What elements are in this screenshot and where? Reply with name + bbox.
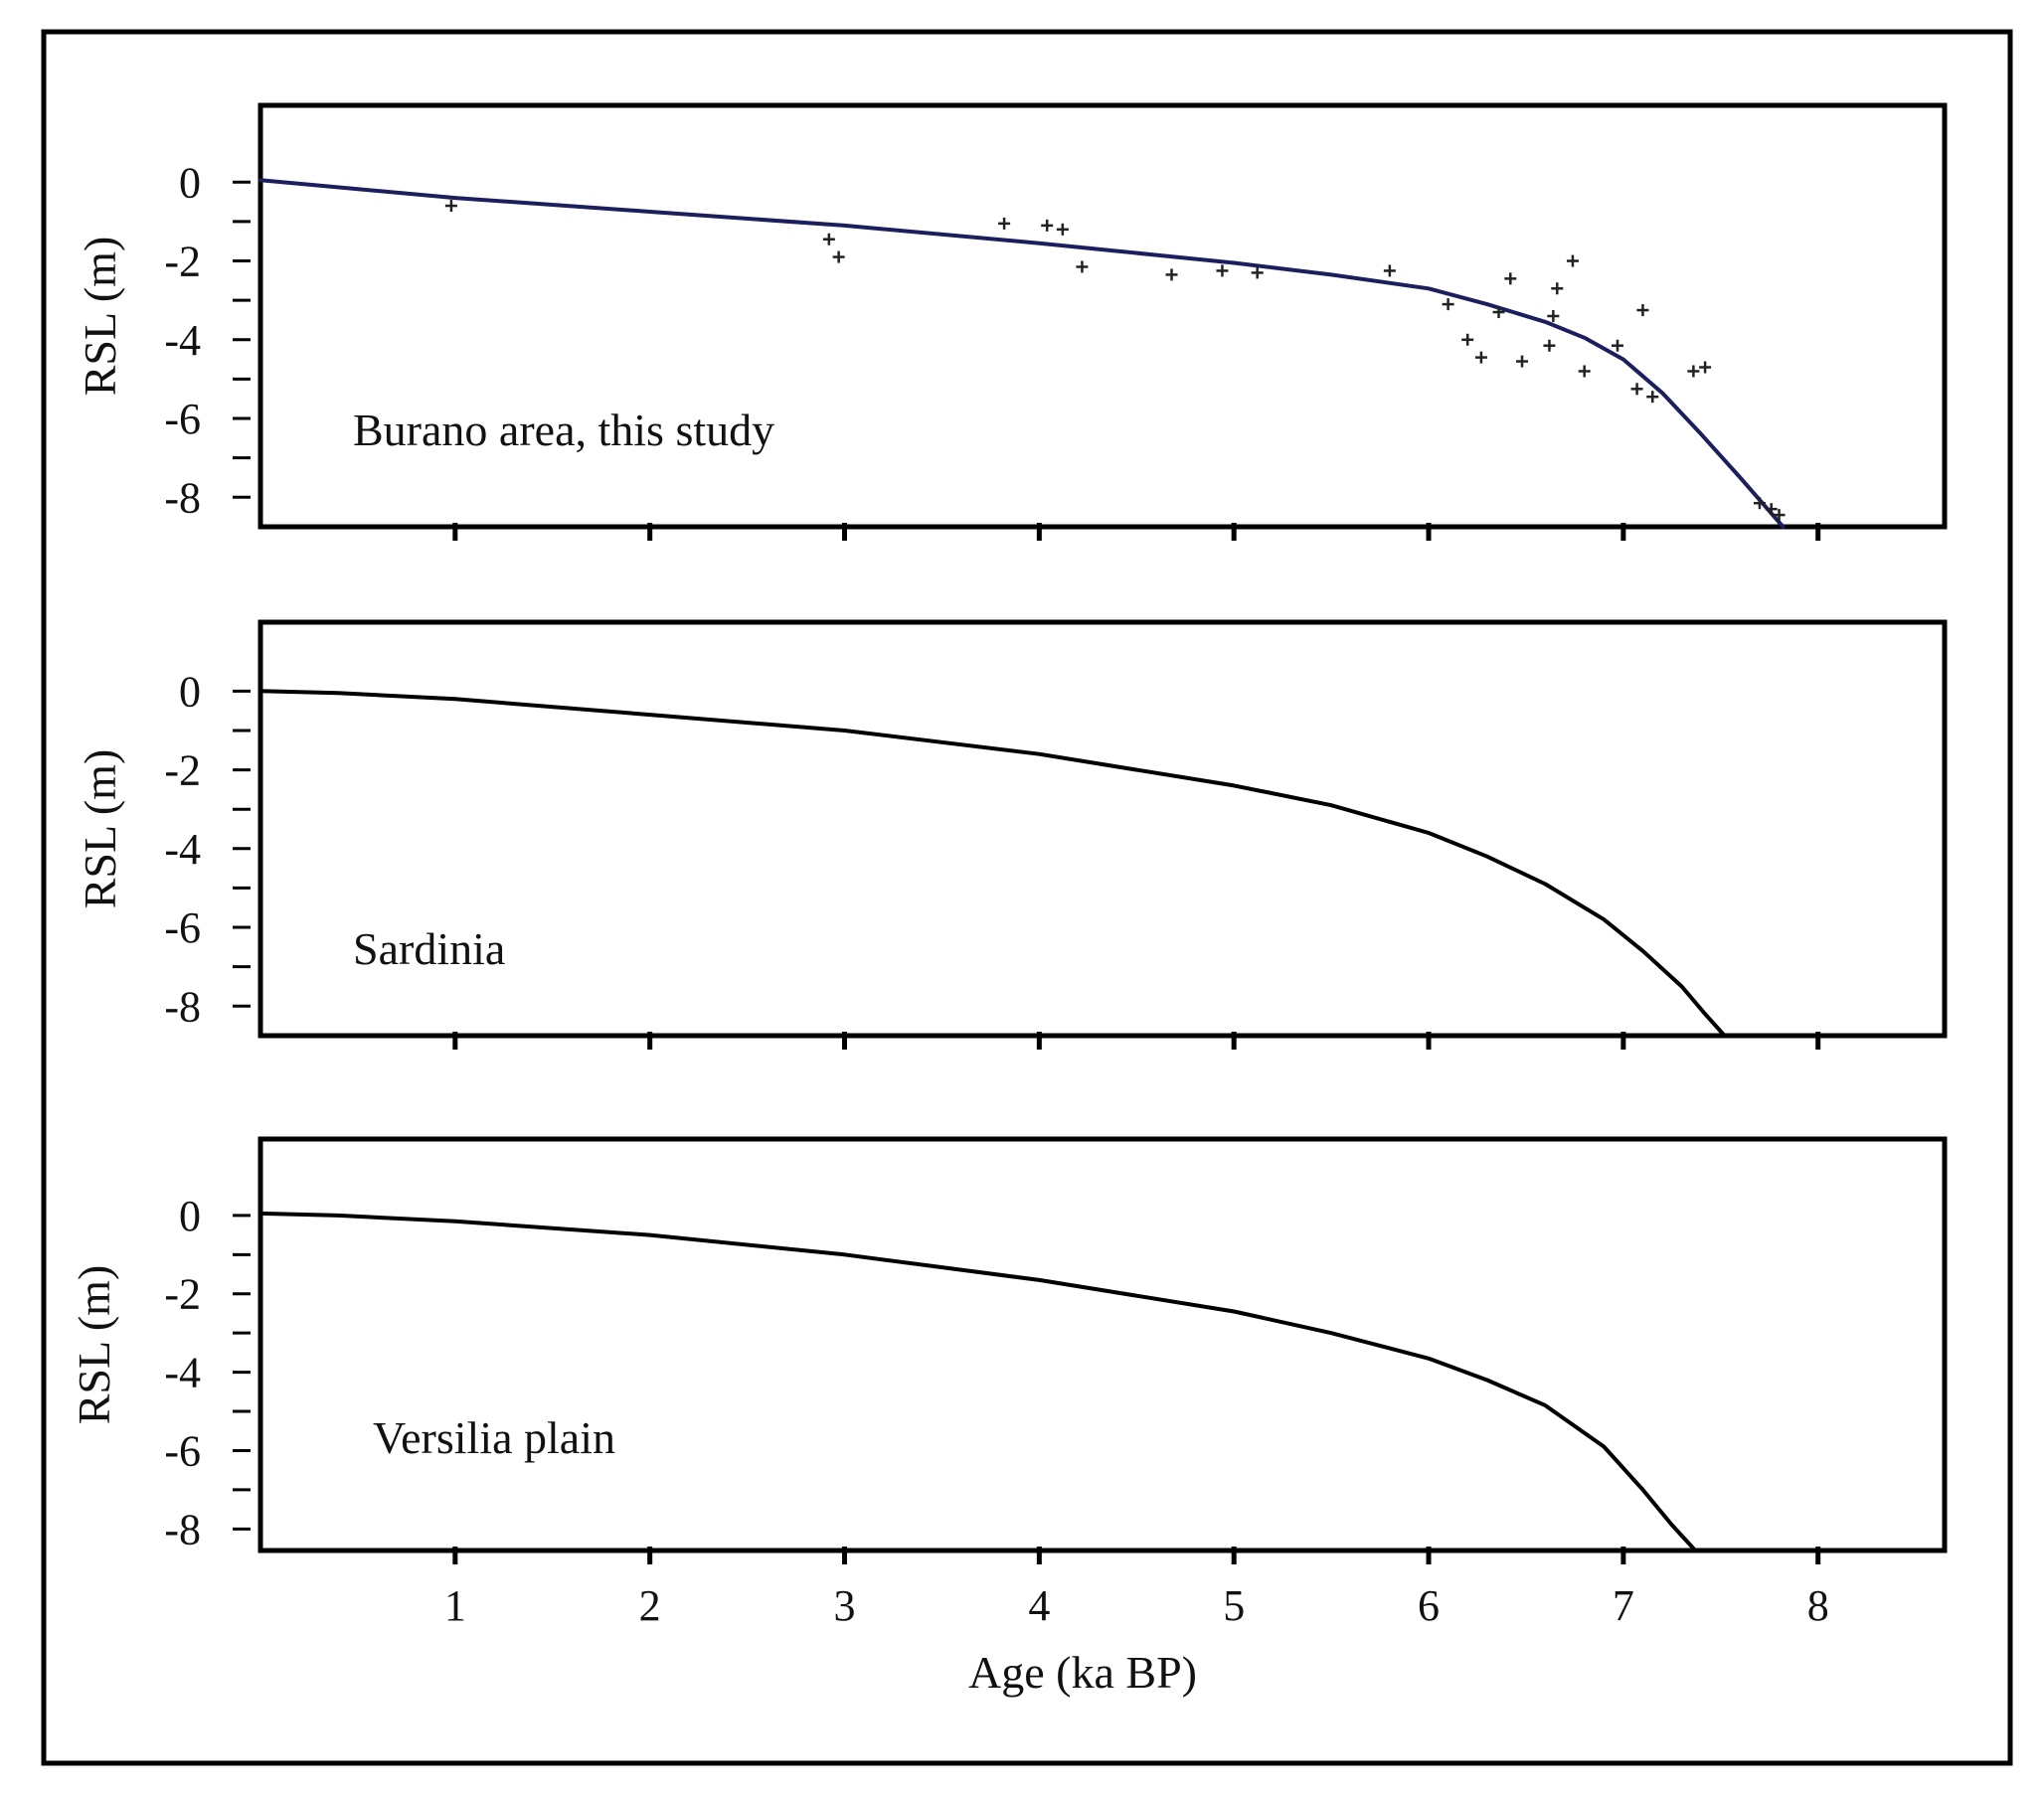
data-point	[1566, 254, 1579, 267]
y-axis-label: RSL (m)	[75, 237, 125, 397]
data-point	[1076, 260, 1089, 273]
data-point	[444, 200, 457, 213]
x-axis-label: Age (ka BP)	[968, 1647, 1197, 1698]
data-point	[1041, 219, 1054, 232]
data-point	[1646, 391, 1659, 404]
x-tick-label: 7	[1613, 1581, 1634, 1630]
data-point	[1492, 306, 1505, 319]
panel-label: Versilia plain	[373, 1412, 615, 1463]
data-point	[1630, 383, 1643, 396]
data-point	[832, 250, 845, 263]
plot-frame	[257, 102, 1948, 530]
data-point	[1753, 497, 1766, 510]
y-tick-label: -4	[164, 316, 201, 365]
y-axis-label: RSL (m)	[69, 1265, 119, 1425]
x-tick-label: 8	[1807, 1581, 1829, 1630]
y-tick-label: -4	[164, 825, 201, 874]
y-tick-label: -6	[164, 903, 201, 952]
x-tick-label: 3	[834, 1581, 856, 1630]
y-tick-label: -8	[164, 473, 201, 522]
x-tick-label: 1	[444, 1581, 466, 1630]
x-tick-label: 2	[639, 1581, 661, 1630]
data-point	[1165, 268, 1178, 281]
data-point	[1516, 355, 1529, 368]
data-point	[1383, 264, 1396, 277]
y-tick-label: -8	[164, 982, 201, 1031]
x-tick-label: 5	[1223, 1581, 1245, 1630]
y-tick-label: -6	[164, 1426, 201, 1475]
data-point	[1461, 333, 1474, 346]
plot-frame	[257, 1136, 1948, 1553]
data-point	[1547, 310, 1560, 322]
data-point	[1216, 264, 1229, 277]
data-point	[1687, 365, 1700, 378]
panel-label: Burano area, this study	[353, 405, 774, 455]
y-tick-label: 0	[179, 667, 201, 716]
x-tick-label: 6	[1418, 1581, 1440, 1630]
data-point	[1442, 298, 1454, 311]
y-tick-label: 0	[179, 1192, 201, 1240]
rsl-curve	[258, 178, 1786, 529]
y-axis-label: RSL (m)	[75, 749, 125, 909]
data-point	[998, 217, 1011, 230]
data-point	[1765, 503, 1778, 516]
y-tick-label: -2	[164, 238, 201, 286]
data-point	[1543, 339, 1556, 352]
data-point	[1504, 272, 1517, 285]
figure-frame	[41, 29, 2013, 1766]
data-point	[1578, 365, 1591, 378]
plot-frame	[257, 619, 1948, 1039]
y-tick-label: -2	[164, 1270, 201, 1319]
panel-versilia: 0 -2 -4 -6 -8 1 2 3 4 5 6 7 8 RSL (m) Versilia plain…	[69, 1136, 1948, 1698]
x-tick-label: 4	[1028, 1581, 1050, 1630]
y-tick-label: -6	[164, 395, 201, 443]
rsl-curve	[258, 689, 1727, 1038]
data-point	[1056, 223, 1069, 236]
y-tick-label: 0	[179, 158, 201, 207]
data-point	[1699, 361, 1712, 374]
data-point	[1474, 351, 1487, 364]
data-point	[1636, 304, 1649, 317]
data-point	[1251, 266, 1264, 279]
data-point	[1551, 282, 1564, 295]
panel-sardinia: 0 -2 -4 -6 -8 RSL (m) Sardinia	[75, 619, 1948, 1050]
y-tick-label: -8	[164, 1505, 201, 1553]
data-point	[1773, 509, 1786, 522]
data-point	[822, 233, 835, 245]
panel-label: Sardinia	[353, 923, 505, 974]
rsl-curve	[258, 1211, 1698, 1552]
y-tick-label: -2	[164, 746, 201, 795]
data-point	[1611, 339, 1623, 352]
panel-burano: 0 -2 -4 -6 -8 RSL (m) Burano area, this stud…	[75, 102, 1948, 541]
y-tick-label: -4	[164, 1349, 201, 1397]
